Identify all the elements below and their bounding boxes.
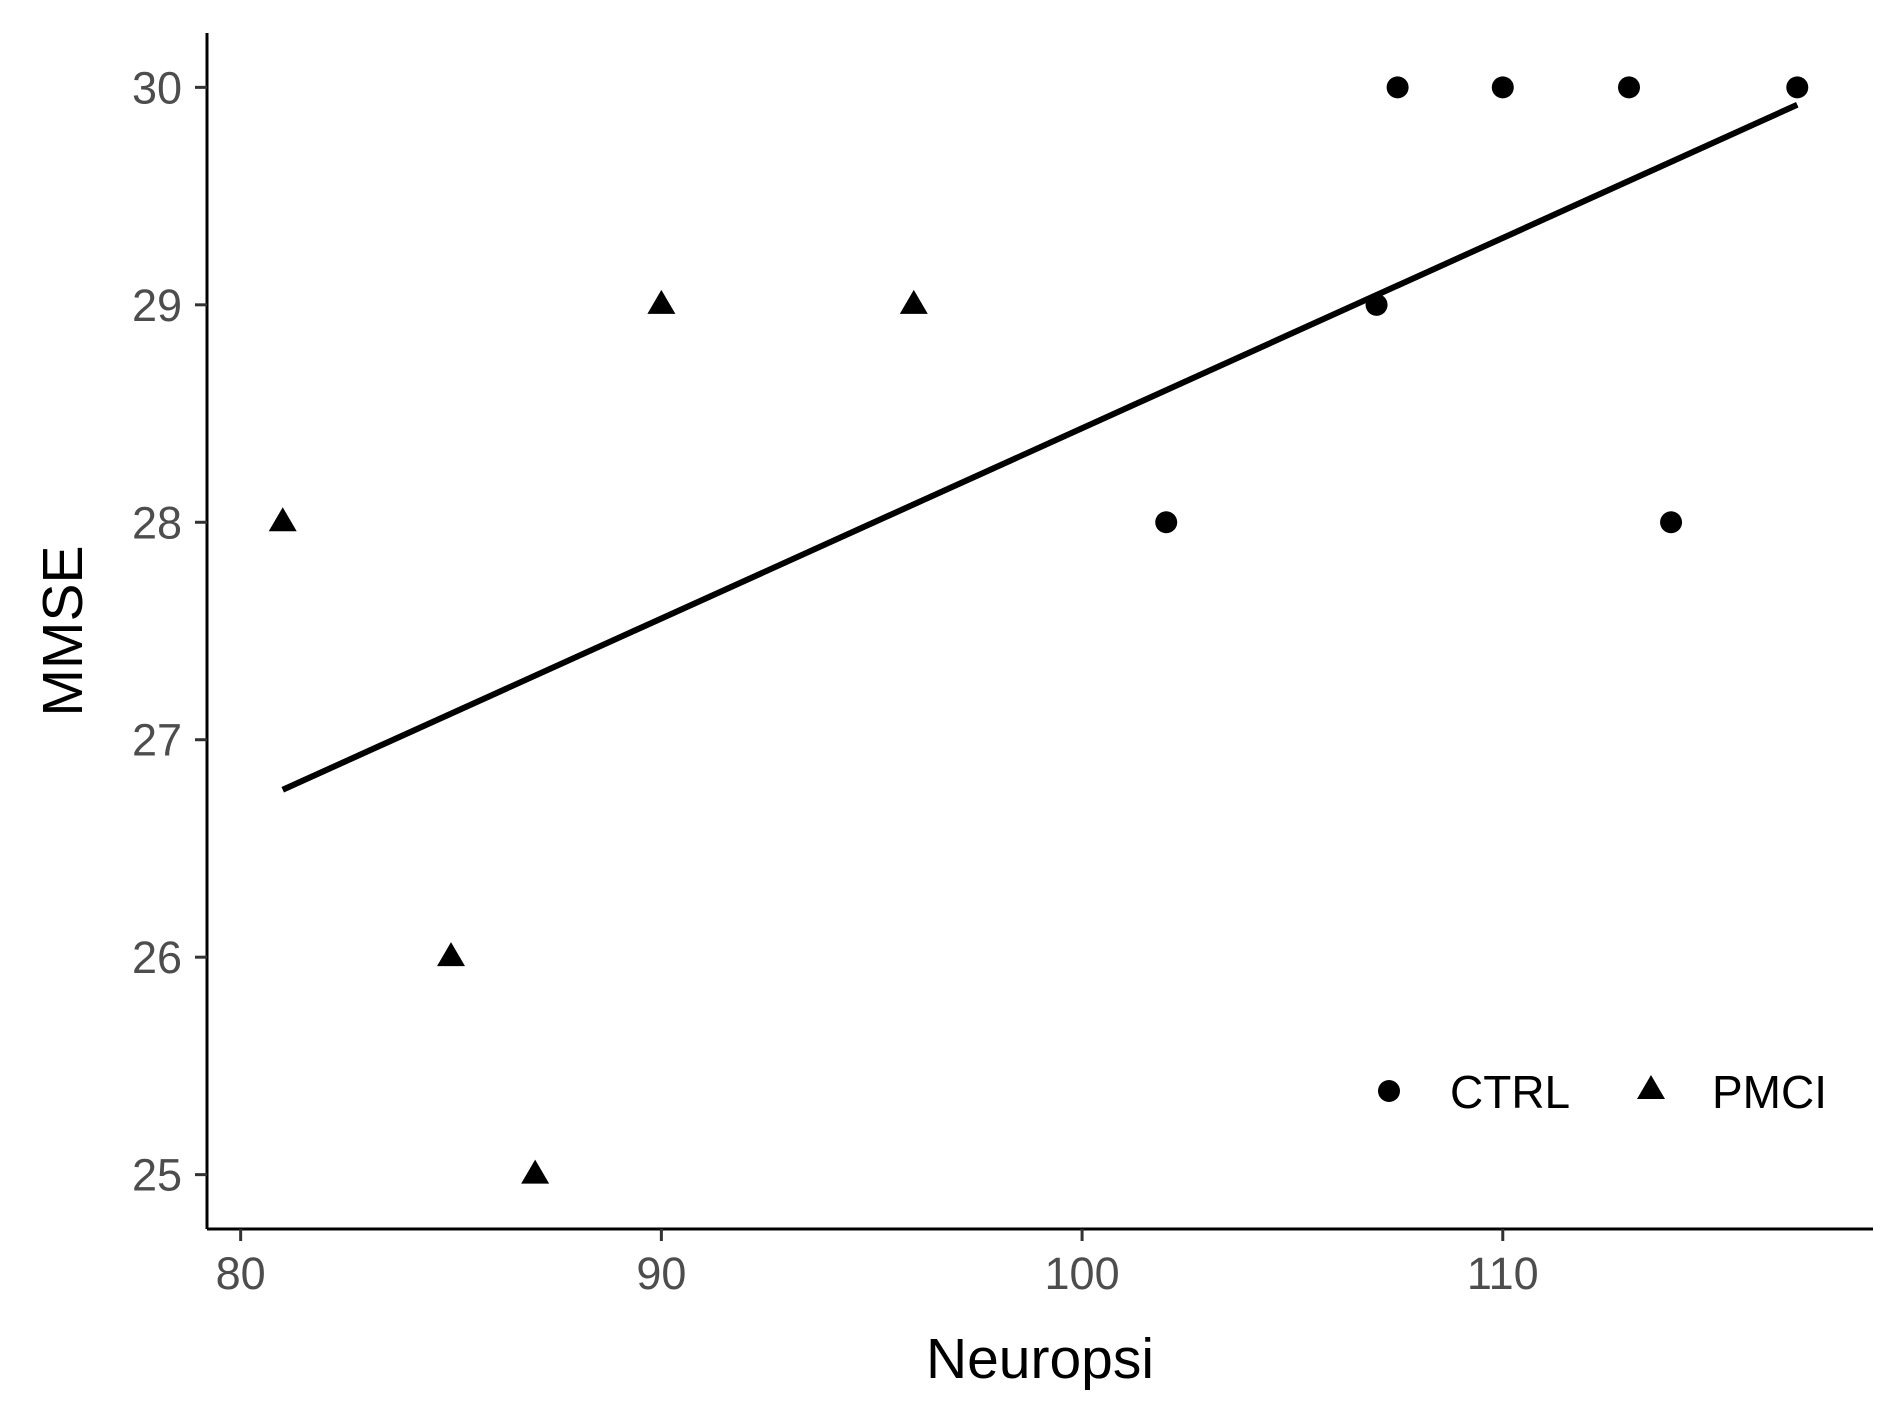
y-tick-label: 25 (132, 1150, 182, 1201)
y-tick-label: 26 (132, 932, 182, 983)
y-tick-label: 30 (132, 62, 182, 113)
legend: CTRL PMCI (1378, 1066, 1827, 1118)
data-point-ctrl (1491, 76, 1514, 99)
axis-ticks: 80 90 100 110 25 26 27 28 29 30 (132, 62, 1539, 1299)
y-tick-label: 29 (132, 280, 182, 331)
x-tick-label: 100 (1045, 1248, 1120, 1299)
data-point-ctrl (1155, 511, 1178, 534)
trend-layer (281, 102, 1799, 793)
data-point-ctrl (1660, 511, 1683, 534)
axes (205, 33, 1873, 1231)
data-point-ctrl (1786, 76, 1809, 99)
y-axis-title: MMSE (31, 546, 95, 717)
x-tick-label: 80 (216, 1248, 266, 1299)
legend-label-pmci: PMCI (1712, 1066, 1827, 1118)
data-point-ctrl (1365, 293, 1388, 316)
data-point-pmci (268, 507, 297, 532)
x-tick-label: 90 (636, 1248, 686, 1299)
legend-marker-pmci (1637, 1075, 1665, 1099)
data-point-pmci (899, 289, 928, 314)
data-point-pmci (647, 289, 676, 314)
y-tick-label: 28 (132, 497, 182, 548)
data-point-ctrl (1386, 76, 1409, 99)
data-point-pmci (437, 942, 466, 967)
y-tick-label: 27 (132, 715, 182, 766)
data-point-pmci (521, 1159, 550, 1184)
data-points (268, 76, 1809, 1184)
x-axis-title: Neuropsi (926, 1327, 1154, 1391)
trend-line (281, 102, 1799, 793)
x-tick-label: 110 (1467, 1248, 1539, 1299)
legend-label-ctrl: CTRL (1450, 1066, 1570, 1118)
data-point-ctrl (1617, 76, 1640, 99)
legend-marker-ctrl (1378, 1080, 1400, 1102)
